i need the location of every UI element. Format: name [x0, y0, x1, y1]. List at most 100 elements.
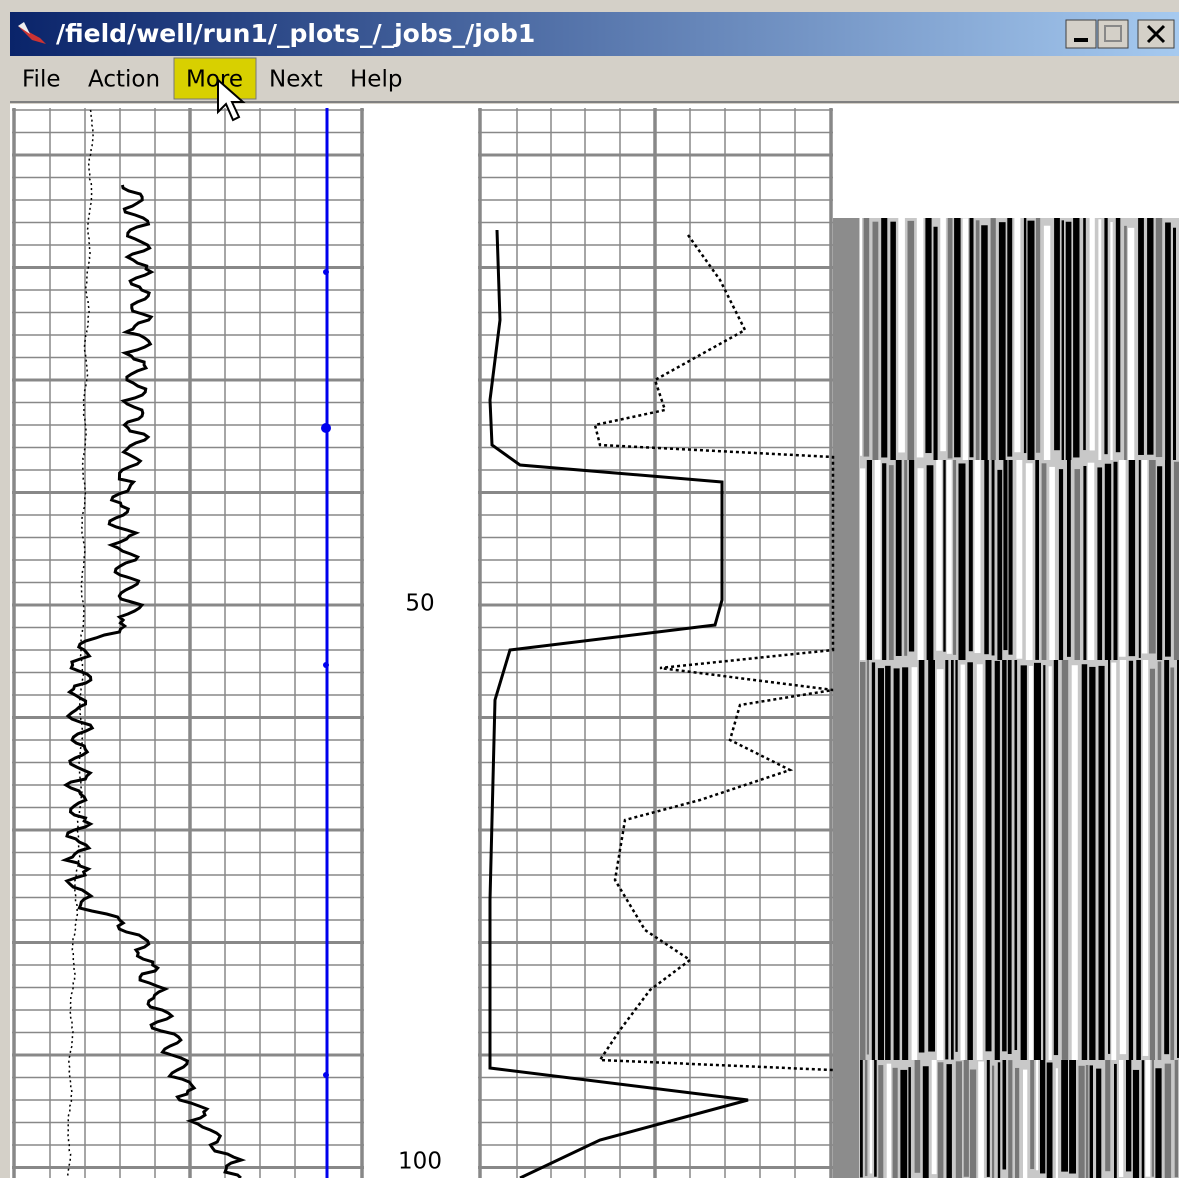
- seismic-trace: [860, 468, 865, 660]
- menu-item[interactable]: File: [22, 67, 61, 93]
- seismic-trace: [1174, 462, 1179, 660]
- menu-item[interactable]: Next: [269, 67, 323, 93]
- seismic-trace: [865, 1060, 868, 1176]
- seismic-trace: [1075, 469, 1081, 660]
- menu-item[interactable]: Action: [88, 67, 160, 93]
- seismic-trace: [961, 665, 965, 1060]
- seismic-trace: [1142, 460, 1148, 653]
- seismic-trace: [875, 460, 881, 660]
- marker: [321, 423, 331, 433]
- seismic-trace: [1083, 466, 1086, 660]
- seismic-trace: [1030, 1060, 1034, 1169]
- seismic-trace: [959, 463, 966, 660]
- seismic-trace: [1096, 1069, 1101, 1178]
- seismic-trace: [872, 662, 875, 1060]
- seismic-trace: [1003, 460, 1007, 650]
- app-window: /field/well/run1/_plots_/_jobs_/job1 Fil…: [0, 0, 1179, 1178]
- seismic-trace: [967, 662, 973, 1060]
- seismic-trace: [909, 460, 914, 652]
- seismic-trace: [1126, 1060, 1131, 1171]
- minimize-button[interactable]: [1066, 20, 1096, 48]
- seismic-trace: [1049, 467, 1055, 660]
- seismic-trace: [1024, 218, 1026, 453]
- seismic-trace: [1003, 1060, 1007, 1169]
- seismic-trace: [951, 660, 954, 1060]
- seismic-trace: [999, 222, 1006, 460]
- seismic-trace: [938, 1062, 944, 1178]
- seismic-trace: [1069, 1060, 1076, 1174]
- seismic-trace: [860, 662, 866, 1060]
- seismic-trace: [896, 460, 902, 656]
- marker: [323, 1072, 329, 1078]
- seismic-trace: [977, 664, 983, 1060]
- seismic-trace: [1119, 1060, 1123, 1177]
- menu-item[interactable]: Help: [350, 67, 402, 93]
- seismic-trace: [1067, 460, 1071, 657]
- seismic-trace: [1170, 667, 1174, 1060]
- seismic-trace: [1173, 228, 1176, 460]
- window-controls[interactable]: [1066, 20, 1174, 48]
- seismic-trace: [1116, 218, 1121, 452]
- menu-item[interactable]: More: [186, 67, 243, 93]
- seismic-trace: [894, 668, 900, 1060]
- seismic-trace: [1082, 664, 1088, 1060]
- seismic-trace: [1049, 666, 1052, 1060]
- seismic-trace: [1090, 218, 1095, 450]
- seismic-trace: [1008, 1060, 1012, 1178]
- seismic-trace: [1136, 660, 1141, 1060]
- seismic-trace: [928, 660, 935, 1052]
- seismic-trace: [934, 227, 938, 460]
- seismic-trace: [969, 460, 973, 651]
- seismic-trace: [945, 660, 948, 1059]
- seismic-trace: [975, 460, 981, 653]
- seismic-trace: [963, 218, 968, 460]
- seismic-trace: [1124, 226, 1127, 460]
- seismic-edge: [833, 218, 859, 1178]
- seismic-trace: [1108, 660, 1110, 1054]
- seismic-trace: [1072, 665, 1078, 1060]
- seismic-trace: [1114, 1064, 1117, 1178]
- seismic-trace: [984, 460, 989, 654]
- seismic-trace: [870, 1060, 873, 1173]
- seismic-trace: [992, 1066, 994, 1178]
- seismic-trace: [1026, 463, 1033, 660]
- depth-label: 100: [398, 1149, 442, 1175]
- seismic-trace: [932, 1060, 937, 1174]
- maximize-button[interactable]: [1098, 20, 1128, 48]
- seismic-trace: [1138, 218, 1144, 455]
- seismic-trace: [1035, 460, 1039, 660]
- seismic-trace: [1139, 460, 1141, 658]
- seismic-trace: [1059, 469, 1063, 660]
- seismic-trace: [978, 1061, 984, 1178]
- seismic-trace: [878, 1065, 883, 1178]
- seismic-trace: [970, 1070, 976, 1178]
- seismic-trace: [998, 1062, 1000, 1178]
- seismic-trace: [995, 661, 1000, 1060]
- seismic-trace: [1111, 663, 1116, 1060]
- marker: [323, 662, 329, 668]
- seismic-trace: [1062, 220, 1064, 460]
- seismic-trace: [1119, 460, 1126, 657]
- seismic-trace: [1062, 660, 1068, 1060]
- seismic-trace: [986, 660, 992, 1051]
- seismic-trace: [1016, 460, 1022, 659]
- seismic-trace: [1023, 1070, 1027, 1178]
- seismic-trace: [864, 218, 870, 457]
- seismic-trace: [1034, 663, 1041, 1060]
- seismic-trace: [1042, 463, 1047, 660]
- seismic-trace: [976, 220, 980, 460]
- seismic-trace: [890, 222, 896, 460]
- seismic-trace: [1099, 666, 1105, 1060]
- seismic-trace: [900, 1070, 907, 1178]
- seismic-trace: [1044, 226, 1050, 460]
- seismic-trace: [882, 463, 886, 660]
- seismic-trace: [867, 660, 869, 1054]
- frame: [0, 0, 1179, 10]
- seismic-trace: [1090, 1065, 1093, 1178]
- seismic-trace: [943, 460, 945, 652]
- seismic-trace: [991, 218, 996, 460]
- seismic-trace: [987, 1060, 990, 1177]
- seismic-trace: [1083, 218, 1086, 450]
- seismic-trace: [955, 660, 957, 1052]
- seismic-trace: [1056, 1068, 1058, 1178]
